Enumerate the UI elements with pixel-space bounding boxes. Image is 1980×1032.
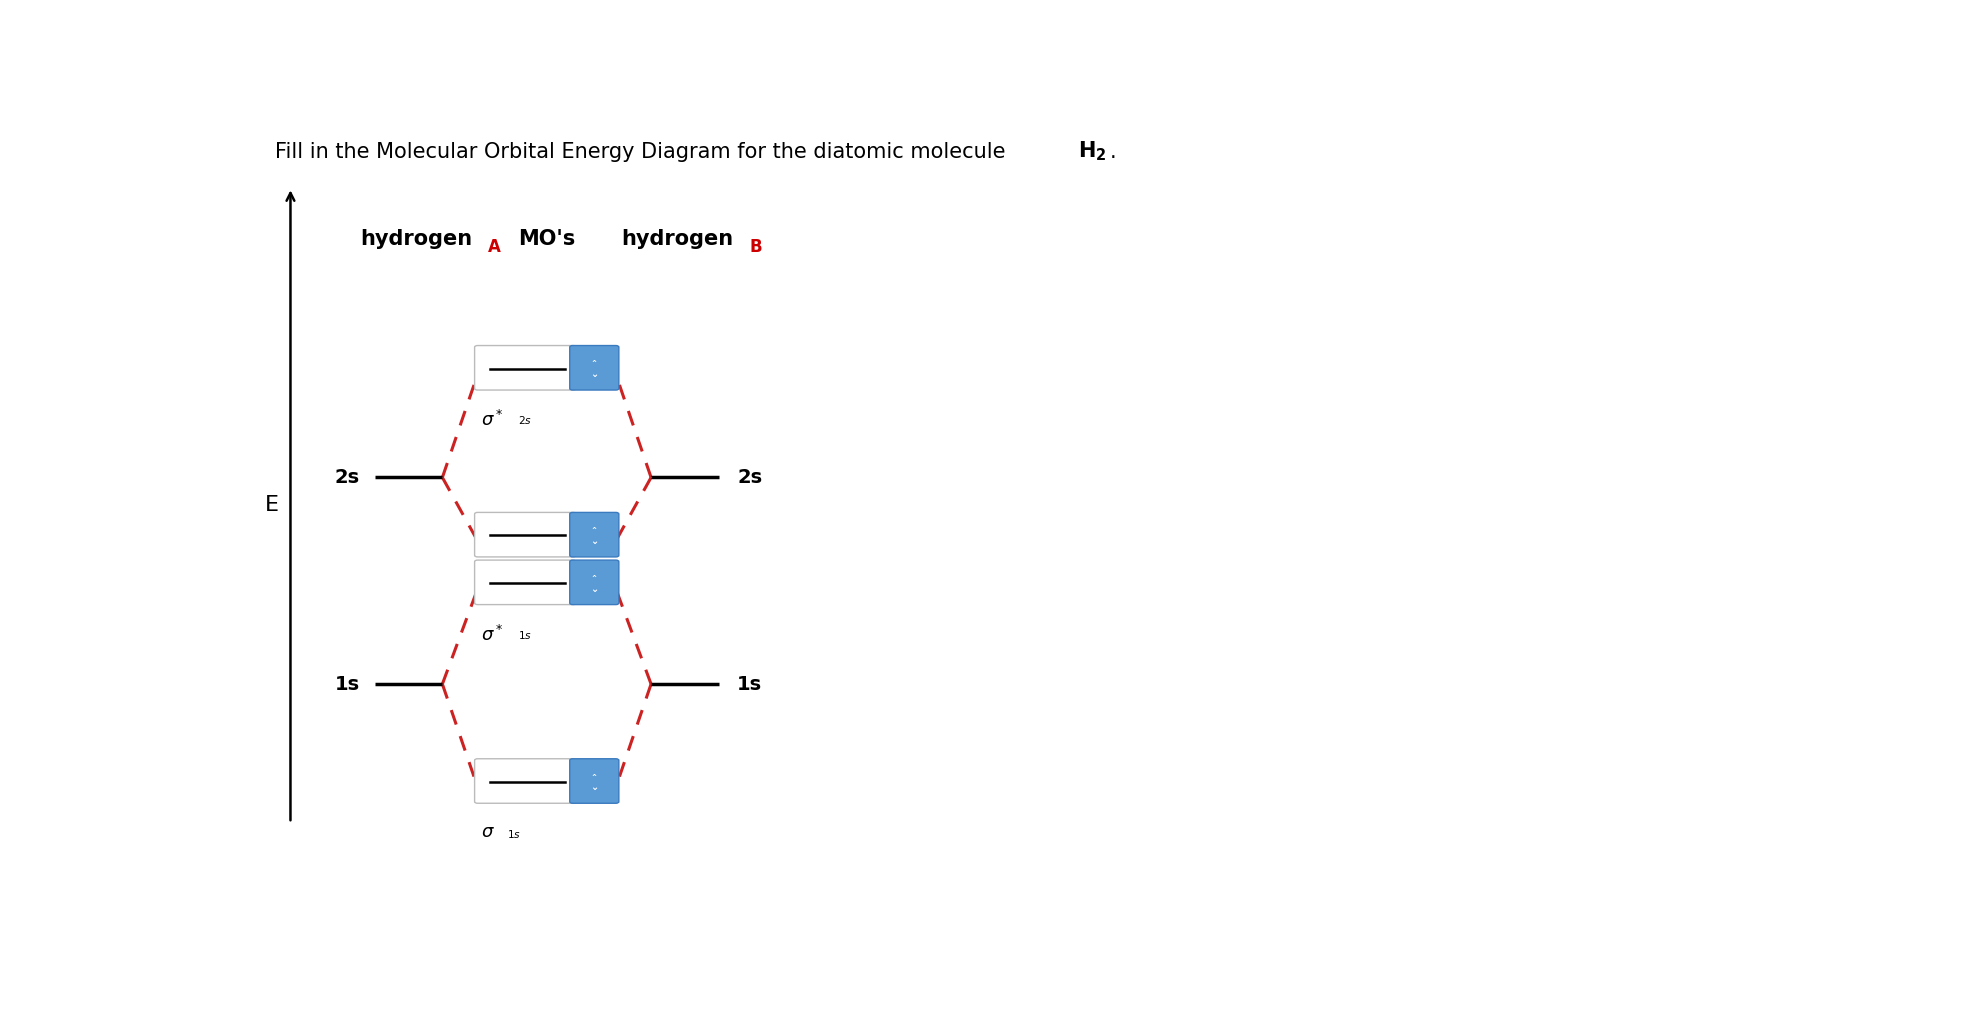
Text: 2s: 2s	[737, 467, 762, 487]
Text: B: B	[748, 238, 762, 256]
Text: ⌄: ⌄	[590, 369, 598, 379]
Text: ⌃: ⌃	[590, 574, 598, 583]
Text: $\sigma$: $\sigma$	[481, 824, 495, 841]
Text: ⌃: ⌃	[590, 773, 598, 781]
Text: Fill in the Molecular Orbital Energy Diagram for the diatomic molecule: Fill in the Molecular Orbital Energy Dia…	[275, 141, 1012, 162]
Text: $\sigma^*$: $\sigma^*$	[481, 410, 503, 430]
FancyBboxPatch shape	[475, 513, 576, 557]
Text: .: .	[1111, 141, 1117, 162]
Text: ⌄: ⌄	[590, 536, 598, 546]
Text: hydrogen: hydrogen	[360, 229, 473, 249]
Text: ⌃: ⌃	[590, 359, 598, 368]
Text: 2s: 2s	[335, 467, 360, 487]
Text: $\sigma^*$: $\sigma^*$	[481, 624, 503, 645]
FancyBboxPatch shape	[570, 560, 620, 605]
Text: $_{2s}$: $_{2s}$	[507, 579, 521, 594]
Text: ⌄: ⌄	[590, 584, 598, 593]
Text: $\mathbf{H_2}$: $\mathbf{H_2}$	[1077, 140, 1107, 163]
FancyBboxPatch shape	[570, 759, 620, 803]
Text: A: A	[489, 238, 501, 256]
Text: hydrogen: hydrogen	[622, 229, 733, 249]
Text: $_{1s}$: $_{1s}$	[517, 626, 533, 642]
FancyBboxPatch shape	[570, 346, 620, 390]
Text: ⌄: ⌄	[590, 782, 598, 793]
Text: E: E	[265, 495, 279, 515]
FancyBboxPatch shape	[475, 560, 576, 605]
Text: $\sigma$: $\sigma$	[481, 577, 495, 594]
Text: 1s: 1s	[737, 675, 762, 694]
FancyBboxPatch shape	[570, 513, 620, 557]
Text: ⌃: ⌃	[590, 526, 598, 536]
Text: $_{2s}$: $_{2s}$	[517, 413, 533, 427]
Text: MO's: MO's	[519, 229, 576, 249]
FancyBboxPatch shape	[475, 759, 576, 803]
Text: $_{1s}$: $_{1s}$	[507, 826, 521, 840]
FancyBboxPatch shape	[475, 346, 576, 390]
Text: 1s: 1s	[335, 675, 360, 694]
